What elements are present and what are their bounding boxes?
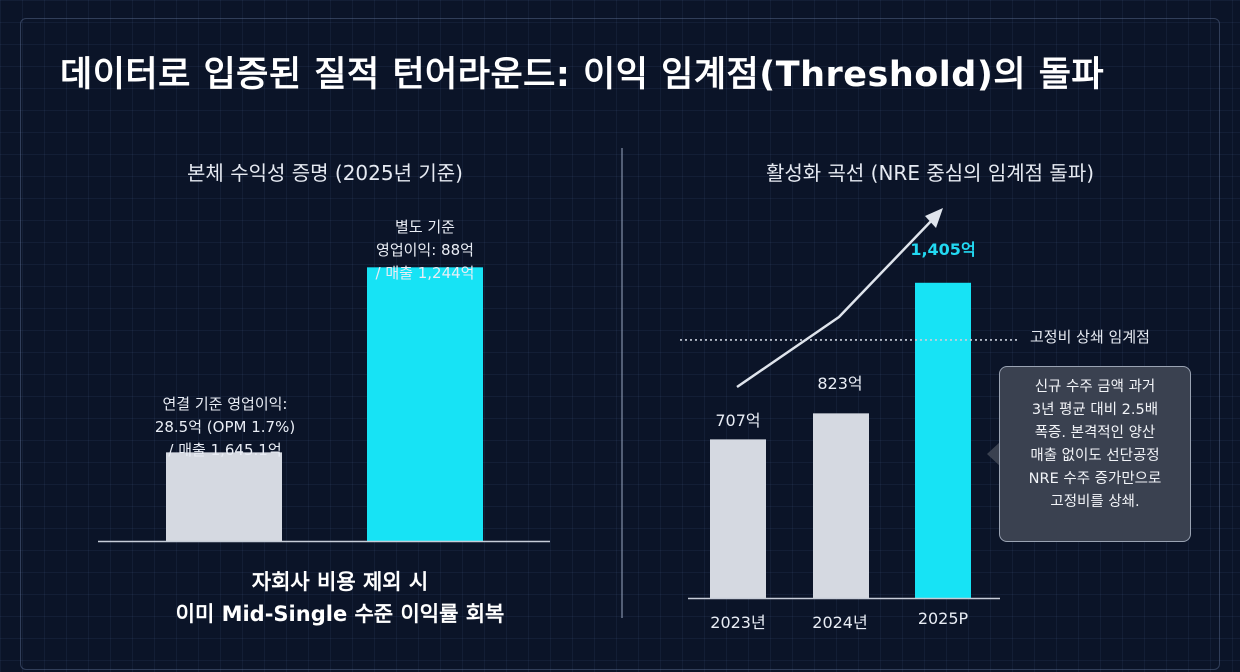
callout-box: 신규 수주 금액 과거 3년 평균 대비 2.5배 폭증. 본격적인 양산 매출… (999, 366, 1191, 542)
separate-bar-label: 별도 기준 영업이익: 88억 / 매출 1,244억 (325, 216, 525, 285)
left-panel-subtitle: 본체 수익성 증명 (2025년 기준) (187, 161, 463, 185)
separate-label-line: / 매출 1,244억 (375, 264, 475, 282)
bar-2024 (813, 413, 869, 598)
trend-arrow-line (736, 217, 935, 389)
consolidated-label-line: / 매출 1,645.1억 (168, 441, 282, 459)
callout-line: NRE 수주 증가만으로 (1028, 471, 1162, 487)
x-label-2025p: 2025P (917, 609, 969, 628)
left-caption-line1: 자회사 비용 제외 시 (251, 570, 429, 594)
callout-pointer (987, 442, 1000, 466)
consolidated-label-line: 28.5억 (OPM 1.7%) (154, 418, 296, 436)
consolidated-label-line: 연결 기준 영업이익: (162, 395, 288, 413)
separate-label-line: 영업이익: 88억 (376, 241, 474, 259)
callout-line: 매출 없이도 선단공정 (1030, 448, 1160, 464)
bar-2025p (915, 282, 971, 598)
x-label-2024: 2024년 (812, 613, 868, 632)
page-title: 데이터로 입증된 질적 턴어라운드: 이익 임계점(Threshold)의 돌파 (60, 55, 1105, 95)
value-label-2023: 707억 (715, 411, 761, 430)
bar-separate (367, 267, 483, 541)
left-caption-line2: 이미 Mid-Single 수준 이익률 회복 (175, 602, 505, 626)
panel-divider (621, 148, 623, 618)
value-label-2025p: 1,405억 (910, 240, 976, 259)
frame-border (20, 18, 1220, 670)
trend-arrow-head (925, 208, 943, 228)
consolidated-bar-label: 연결 기준 영업이익: 28.5억 (OPM 1.7%) / 매출 1,645.… (125, 393, 325, 462)
callout-line: 신규 수주 금액 과거 (1034, 379, 1156, 395)
value-label-2024: 823억 (817, 374, 863, 393)
threshold-label: 고정비 상쇄 임계점 (1030, 328, 1150, 346)
bar-2023 (710, 439, 766, 598)
callout-line: 3년 평균 대비 2.5배 (1031, 402, 1159, 418)
x-label-2023: 2023년 (710, 613, 766, 632)
right-panel-subtitle: 활성화 곡선 (NRE 중심의 임계점 돌파) (765, 161, 1095, 185)
callout-line: 고정비를 상쇄. (1050, 494, 1140, 510)
bar-consolidated (166, 452, 282, 541)
callout-line: 폭증. 본격적인 양산 (1034, 425, 1156, 441)
separate-label-line: 별도 기준 (395, 218, 455, 236)
